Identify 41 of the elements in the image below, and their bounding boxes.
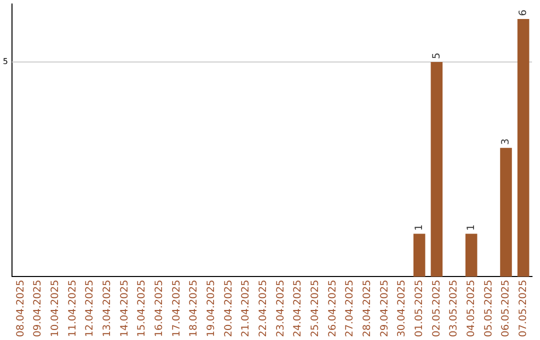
x-tick-label: 06.05.2025	[500, 280, 512, 338]
x-tick-label: 25.04.2025	[310, 280, 321, 338]
x-tick-label: 18.04.2025	[188, 280, 200, 338]
x-tick-label: 16.04.2025	[154, 280, 165, 338]
x-tick-label: 08.04.2025	[15, 280, 26, 338]
bar	[517, 19, 530, 277]
x-tick-label: 15.04.2025	[136, 280, 148, 338]
data-label: 3	[500, 138, 512, 145]
x-tick-label: 05.05.2025	[483, 280, 494, 338]
x-tick-label: 19.04.2025	[206, 280, 217, 338]
ref-line-label: 5	[2, 57, 8, 66]
data-label: 1	[414, 224, 425, 231]
x-tick-label: 29.04.2025	[379, 280, 390, 338]
x-tick-label: 12.04.2025	[84, 280, 96, 338]
bar	[430, 62, 443, 277]
x-tick-label: 20.04.2025	[223, 280, 234, 338]
bar	[500, 148, 512, 277]
data-label: 5	[431, 52, 442, 59]
x-tick-label: 22.04.2025	[258, 280, 269, 338]
x-tick-label: 11.04.2025	[67, 280, 78, 338]
x-tick-label: 01.05.2025	[414, 280, 425, 338]
x-tick-label: 24.04.2025	[292, 280, 304, 338]
x-tick-label: 21.04.2025	[240, 280, 252, 338]
x-tick-label: 07.05.2025	[518, 280, 529, 338]
bar	[465, 234, 478, 277]
bar	[413, 234, 426, 277]
x-tick-label: 03.05.2025	[448, 280, 460, 338]
x-tick-label: 09.04.2025	[32, 280, 44, 338]
data-label: 1	[466, 224, 477, 231]
x-tick-label: 02.05.2025	[431, 280, 442, 338]
x-tick-label: 04.05.2025	[466, 280, 477, 338]
x-tick-label: 13.04.2025	[102, 280, 113, 338]
data-label: 6	[518, 10, 529, 16]
x-tick-label: 23.04.2025	[275, 280, 286, 338]
x-tick-label: 10.04.2025	[50, 280, 61, 338]
x-tick-label: 14.04.2025	[119, 280, 130, 338]
x-tick-label: 30.04.2025	[396, 280, 408, 338]
x-tick-label: 26.04.2025	[327, 280, 338, 338]
x-tick-label: 17.04.2025	[171, 280, 182, 338]
x-tick-label: 27.04.2025	[344, 280, 356, 338]
x-tick-label: 28.04.2025	[362, 280, 373, 338]
